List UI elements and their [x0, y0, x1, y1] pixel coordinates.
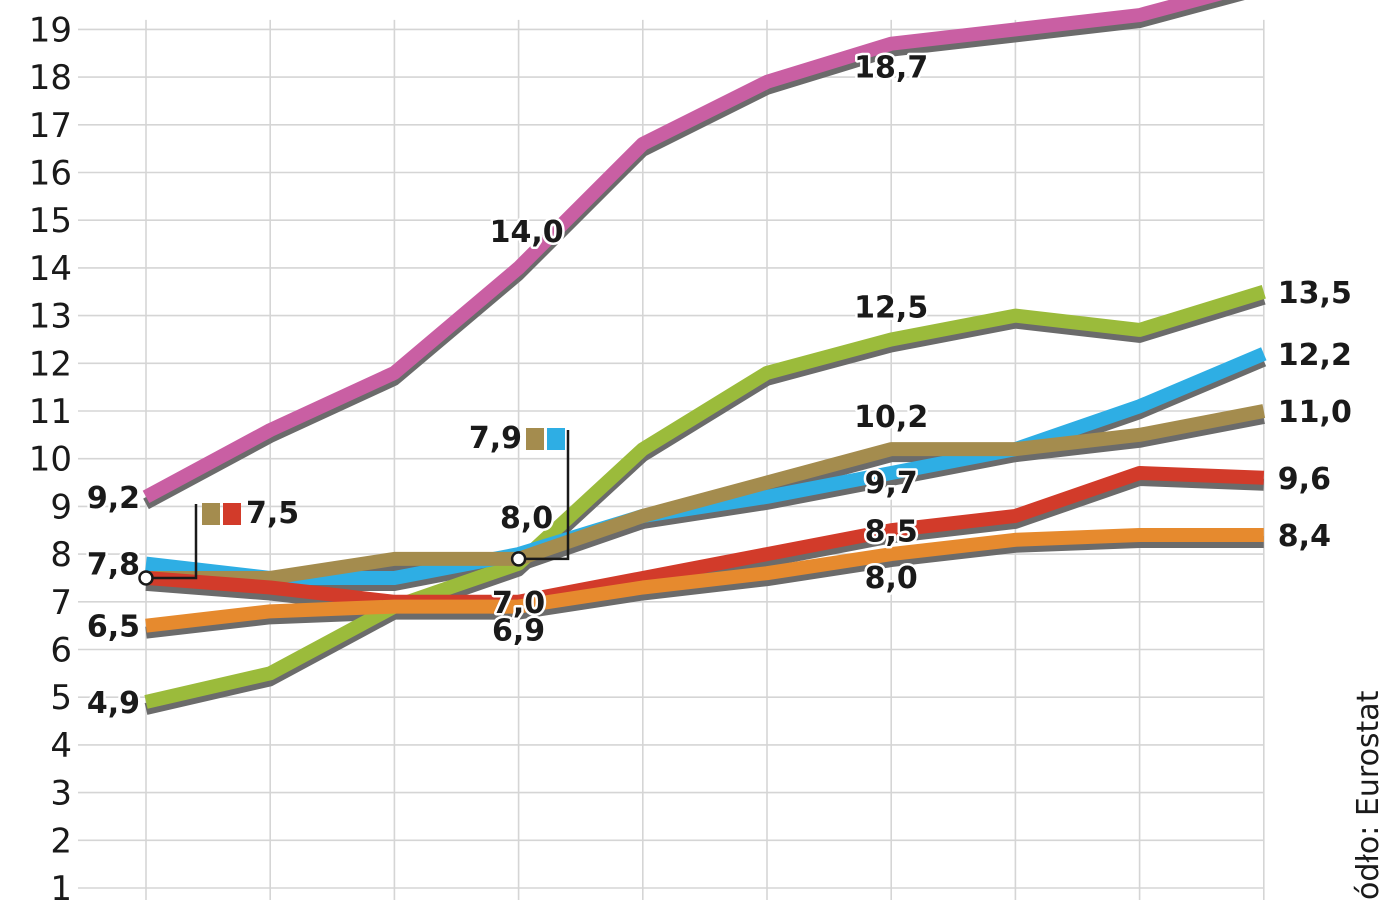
series-0-line [142, 0, 1223, 504]
y-tick-label: 17 [29, 106, 72, 146]
callout-0: 7,5 [138, 496, 299, 586]
data-label: 9,6 [1278, 462, 1331, 497]
series-1-line [144, 285, 1266, 709]
y-tick-label: 6 [50, 631, 72, 671]
callout-leader [518, 430, 570, 561]
y-tick-label: 11 [29, 392, 72, 432]
series-2-shadow [145, 355, 1267, 591]
data-label: 6,5 [87, 610, 140, 645]
data-label: 8,0 [500, 501, 553, 536]
y-tick-label: 18 [29, 58, 72, 98]
callout-swatch [547, 428, 565, 450]
y-tick-label: 15 [29, 201, 72, 241]
y-tick-label: 3 [50, 774, 72, 814]
y-tick-label: 10 [29, 440, 72, 480]
data-label: 7,0 [492, 586, 545, 621]
y-tick-label: 13 [29, 297, 72, 337]
callout-point [138, 570, 154, 586]
y-tick-label: 14 [29, 249, 72, 289]
data-label: 9,2 [87, 481, 140, 516]
data-label: 14,0 [490, 215, 564, 250]
chart-grid [78, 19, 1265, 900]
callout-markers: 7,5 7,9 [138, 421, 570, 586]
data-label: 10,2 [854, 400, 928, 435]
data-label: 12,2 [1278, 338, 1352, 373]
y-tick-label: 2 [50, 821, 72, 861]
data-label: 18,7 [854, 51, 928, 86]
callout-swatch [223, 503, 241, 525]
data-label: 8,5 [865, 514, 918, 549]
data-label: 6,9 [492, 614, 545, 649]
data-label: 8,4 [1278, 519, 1331, 554]
data-label: 4,9 [87, 686, 140, 721]
callout-1: 7,9 [469, 421, 570, 567]
y-tick-label: 9 [50, 487, 72, 527]
y-tick-label: 7 [50, 583, 72, 623]
series-4-line [145, 466, 1265, 609]
y-tick-label: 5 [50, 678, 72, 718]
data-label: 9,7 [865, 466, 918, 501]
data-labels: 9,2 14,0 18,7 20,0 4,9 12,5 13,5 7,8 8,0 9,7 12,2 1… [84, 0, 1354, 723]
y-tick-label: 12 [29, 344, 72, 384]
series-lines [142, 0, 1267, 709]
data-label: 12,5 [854, 290, 928, 325]
callout-swatch [526, 428, 544, 450]
series-5-line [145, 528, 1264, 633]
callout-swatch [202, 503, 220, 525]
source-note: ódło: Eurostat [1351, 690, 1386, 900]
data-label: 13,5 [1278, 276, 1352, 311]
y-tick-label: 4 [50, 726, 72, 766]
y-tick-label: 16 [29, 154, 72, 194]
series-3-line [146, 404, 1266, 585]
callout-label: 7,9 [469, 421, 522, 456]
data-label: 20,0 [1278, 0, 1352, 1]
callout-leader [146, 504, 198, 580]
data-label: 7,8 [87, 548, 140, 583]
callout-point [510, 551, 527, 567]
callout-label: 7,5 [246, 496, 299, 531]
y-tick-label: 1 [50, 869, 72, 900]
y-tick-label: 8 [50, 535, 72, 575]
data-label: 8,0 [865, 561, 918, 596]
y-tick-label: 19 [29, 10, 72, 50]
data-label: 11,0 [1278, 395, 1352, 430]
